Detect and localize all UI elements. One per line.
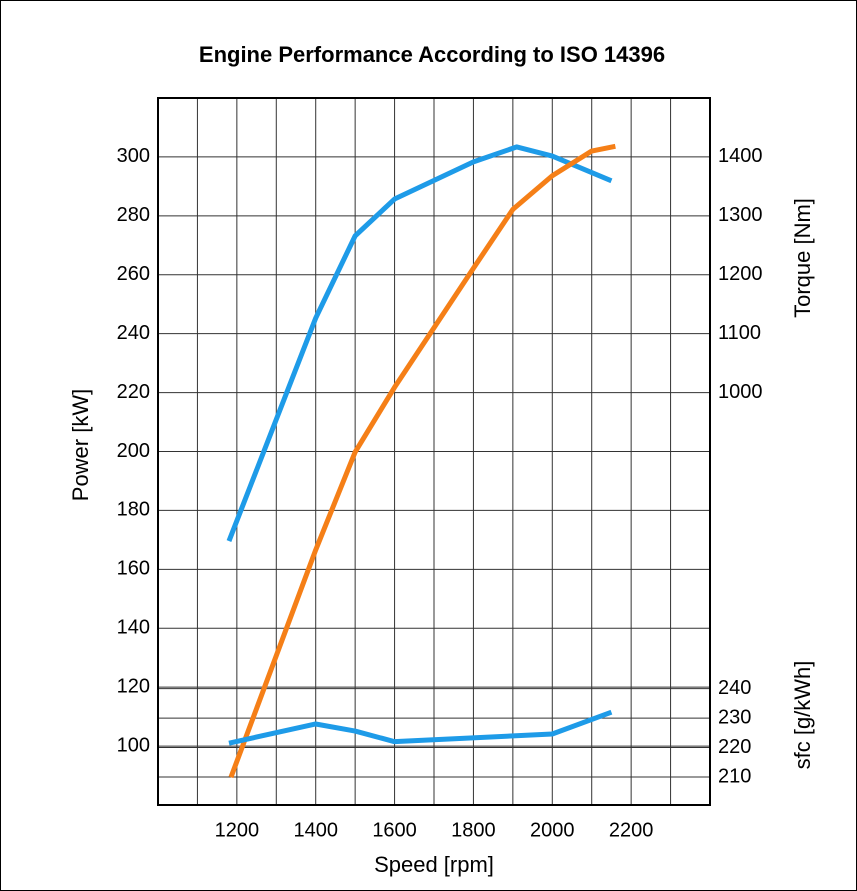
- y-tick-label: 200: [117, 440, 150, 462]
- y2-tick-label: 1300: [718, 204, 763, 226]
- y3-tick-label: 230: [718, 706, 751, 728]
- y2-tick-label: 1400: [718, 145, 763, 167]
- series-line: [228, 709, 613, 746]
- chart-title: Engine Performance According to ISO 1439…: [199, 42, 665, 67]
- y-tick-label: 260: [117, 263, 150, 285]
- x-axis-label: Speed [rpm]: [374, 852, 494, 877]
- y-tick-label: 300: [117, 145, 150, 167]
- plot-frame: [157, 97, 711, 806]
- x-tick-label: 2200: [609, 819, 654, 841]
- y-tick-label: 240: [117, 322, 150, 344]
- y3-tick-label: 220: [718, 736, 751, 758]
- x-tick-label: 1600: [372, 819, 417, 841]
- y3-axis-label: sfc [g/kWh]: [790, 661, 815, 770]
- series-line: [228, 143, 616, 779]
- x-tick-label: 2000: [530, 819, 575, 841]
- y-axis-label: Power [kW]: [68, 389, 93, 501]
- x-tick-label: 1200: [215, 819, 260, 841]
- series-line: [226, 144, 613, 542]
- y-tick-label: 120: [117, 675, 150, 697]
- y2-tick-label: 1200: [718, 263, 763, 285]
- x-tick-label: 1800: [451, 819, 496, 841]
- x-tick-label: 1400: [293, 819, 338, 841]
- y3-tick-label: 210: [718, 765, 751, 787]
- y2-axis-label: Torque [Nm]: [790, 198, 815, 318]
- y-tick-label: 100: [117, 734, 150, 756]
- y-tick-label: 220: [117, 381, 150, 403]
- y-tick-label: 280: [117, 204, 150, 226]
- y3-tick-label: 240: [718, 677, 751, 699]
- y2-tick-label: 1000: [718, 381, 763, 403]
- y-tick-label: 140: [117, 617, 150, 639]
- y-tick-label: 160: [117, 558, 150, 580]
- y-tick-label: 180: [117, 499, 150, 521]
- y2-tick-label: 1100: [718, 322, 761, 344]
